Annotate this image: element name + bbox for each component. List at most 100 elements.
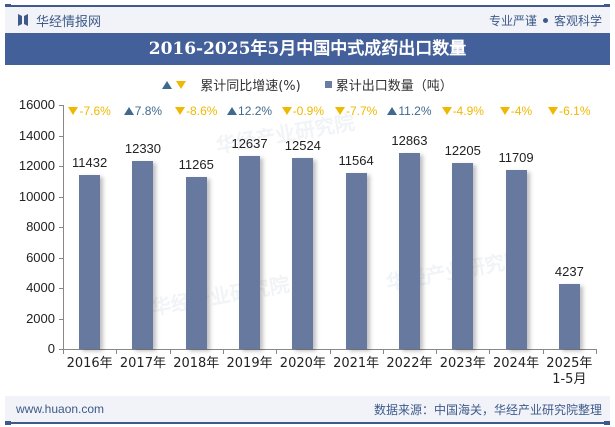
y-tick-label: 0 (47, 341, 55, 356)
x-tick (116, 349, 118, 354)
legend-volume[interactable]: 累计出口数量（吨） (324, 75, 453, 94)
x-tick (596, 349, 597, 354)
bar-value-label: 4237 (554, 264, 584, 280)
triangle-down-icon (441, 107, 452, 115)
x-tick (63, 349, 64, 354)
y-tick (59, 135, 63, 137)
x-tick-label: 2025年 1-5月 (546, 356, 593, 387)
x-tick-label: 2016年 (66, 356, 113, 371)
y-tick-label: 8000 (26, 219, 55, 234)
growth-annotation: 11.2% (382, 104, 436, 118)
y-tick (59, 288, 63, 289)
x-tick (436, 349, 438, 354)
bar[interactable] (239, 156, 261, 349)
growth-value: -7.6% (79, 104, 111, 118)
growth-value: -8.6% (186, 104, 218, 118)
bar-value-label: 11432 (72, 154, 108, 170)
data-source: 数据来源：中国海关，华经产业研究院整理 (373, 403, 602, 417)
growth-value: -0.9% (292, 104, 325, 118)
x-tick-label: 2018年 (173, 356, 220, 371)
y-tick-label: 14000 (18, 127, 55, 143)
growth-annotation: -7.6% (63, 104, 117, 118)
legend-growth[interactable]: 累计同比增速(%) (162, 75, 301, 94)
x-tick-label: 2017年 (119, 356, 166, 371)
chart-area: 华经产业研究院 华经产业研究院 华经产业研究院 0200040006000800… (18, 97, 597, 387)
growth-value: 12.2% (238, 104, 273, 118)
y-tick-label: 6000 (26, 249, 55, 265)
y-tick (59, 257, 63, 259)
bar-value-label: 12637 (231, 136, 268, 152)
bar[interactable] (398, 152, 420, 349)
logo-icon (18, 14, 28, 26)
slogan-right: 客观科学 (553, 14, 602, 28)
triangle-down-icon (175, 107, 186, 115)
growth-annotation: -0.9% (276, 104, 330, 118)
triangle-down-icon (499, 107, 510, 115)
growth-annotation: -4.9% (436, 104, 490, 118)
y-tick (59, 318, 63, 320)
growth-annotation: -6.1% (542, 104, 596, 118)
growth-value: -7.7% (345, 104, 378, 118)
top-border (5, 4, 610, 8)
y-tick-label: 10000 (18, 188, 55, 204)
y-tick (59, 166, 63, 167)
growth-annotation: 12.2% (223, 104, 277, 118)
y-tick-label: 2000 (26, 310, 55, 326)
triangle-up-icon (123, 107, 134, 115)
y-tick (59, 196, 63, 198)
bar-value-label: 11265 (178, 157, 214, 173)
header: 华经情报网 专业严谨 客观科学 (5, 7, 610, 33)
bar-value-label: 12330 (124, 140, 162, 156)
growth-annotation: -8.6% (169, 104, 223, 118)
y-tick (59, 227, 63, 228)
x-tick (382, 349, 384, 354)
bar[interactable] (132, 160, 154, 349)
growth-annotation: 7.8% (116, 104, 170, 118)
slogan: 专业严谨 客观科学 (489, 12, 602, 29)
triangle-down-icon (281, 107, 292, 115)
legend: 累计同比增速(%) 累计出口数量（吨） (0, 75, 615, 94)
chart-title: 2016-2025年5月中国中式成药出口数量 (5, 33, 610, 65)
x-tick-label: 2019年 (226, 356, 273, 371)
x-tick (329, 349, 331, 354)
watermark: 华经产业研究院 (149, 272, 292, 320)
triangle-down-icon (334, 107, 345, 115)
growth-annotation: -4% (489, 104, 543, 118)
bar[interactable] (345, 172, 367, 349)
x-tick-label: 2024年 (493, 356, 540, 371)
x-tick (222, 349, 224, 354)
growth-value: 11.2% (398, 104, 432, 118)
triangle-up-icon (227, 107, 238, 115)
bar[interactable] (292, 158, 314, 349)
x-tick-label: 2023年 (439, 356, 486, 371)
y-tick (59, 105, 63, 106)
y-tick-label: 4000 (26, 280, 55, 295)
x-tick (542, 349, 544, 354)
bar-value-label: 12205 (444, 142, 481, 158)
x-tick (276, 349, 278, 354)
growth-annotation: -7.7% (329, 104, 383, 118)
triangle-down-icon (68, 107, 79, 115)
x-tick-label: 2022年 (386, 356, 433, 371)
bullet-icon (542, 18, 548, 23)
bar[interactable] (558, 284, 580, 349)
bottom-border (5, 421, 610, 425)
bar[interactable] (505, 170, 527, 349)
bar-value-label: 11564 (338, 152, 374, 168)
bar-value-label: 11709 (498, 150, 534, 166)
brand-name: 华经情报网 (36, 15, 102, 30)
x-tick-label: 2020年 (279, 356, 326, 371)
bar[interactable] (452, 162, 474, 349)
bar[interactable] (79, 174, 101, 349)
square-icon (324, 81, 332, 88)
triangle-down-icon (176, 80, 187, 89)
footer: www.huaon.com 数据来源：中国海关，华经产业研究院整理 (5, 396, 610, 422)
y-axis (63, 105, 64, 349)
legend-growth-label: 累计同比增速(%) (200, 79, 301, 94)
footer-url[interactable]: www.huaon.com (16, 402, 105, 416)
bar-value-label: 12524 (284, 138, 321, 153)
legend-volume-label: 累计出口数量（吨） (335, 79, 453, 94)
bar[interactable] (185, 177, 207, 349)
y-tick (59, 349, 63, 350)
growth-value: -4% (510, 104, 533, 118)
